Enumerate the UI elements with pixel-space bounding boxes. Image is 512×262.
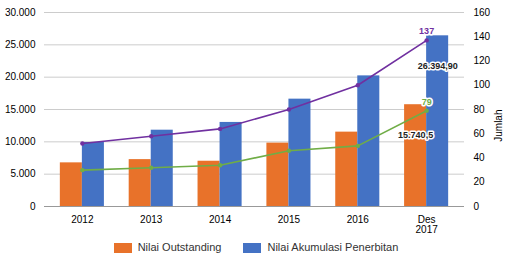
html-text:Nilai Outstanding: Nilai Outstanding bbox=[137, 241, 222, 253]
svg-text:2013: 2013 bbox=[140, 214, 163, 225]
svg-text:60: 60 bbox=[474, 128, 486, 139]
svg-text:120: 120 bbox=[474, 55, 491, 66]
svg-text:20: 20 bbox=[474, 176, 486, 187]
svg-text:80: 80 bbox=[474, 104, 486, 115]
html-text:Nilai Akumulasi Penerbitan: Nilai Akumulasi Penerbitan bbox=[267, 241, 399, 253]
svg-text:140: 140 bbox=[474, 31, 491, 42]
svg-text:2016: 2016 bbox=[347, 214, 370, 225]
svg-text:26.394,90: 26.394,90 bbox=[418, 61, 458, 71]
svg-text:10.000: 10.000 bbox=[5, 136, 36, 147]
svg-text:30.000: 30.000 bbox=[5, 7, 36, 18]
svg-text:25.000: 25.000 bbox=[5, 39, 36, 50]
svg-text:40: 40 bbox=[474, 152, 486, 163]
svg-text:100: 100 bbox=[474, 79, 491, 90]
svg-text:160: 160 bbox=[474, 7, 491, 18]
svg-text:Des2017: Des2017 bbox=[416, 214, 439, 235]
svg-text:0: 0 bbox=[474, 201, 480, 212]
svg-text:15.740,5: 15.740,5 bbox=[398, 130, 433, 140]
svg-text:Jumlah: Jumlah bbox=[493, 110, 504, 142]
svg-text:0: 0 bbox=[30, 201, 36, 212]
svg-text:2014: 2014 bbox=[209, 214, 232, 225]
svg-text:20.000: 20.000 bbox=[5, 71, 36, 82]
svg-text:137: 137 bbox=[419, 26, 434, 36]
svg-text:2015: 2015 bbox=[278, 214, 301, 225]
svg-text:2012: 2012 bbox=[71, 214, 94, 225]
svg-text:79: 79 bbox=[422, 97, 432, 107]
svg-text:15.000: 15.000 bbox=[5, 104, 36, 115]
svg-text:5.000: 5.000 bbox=[10, 168, 35, 179]
